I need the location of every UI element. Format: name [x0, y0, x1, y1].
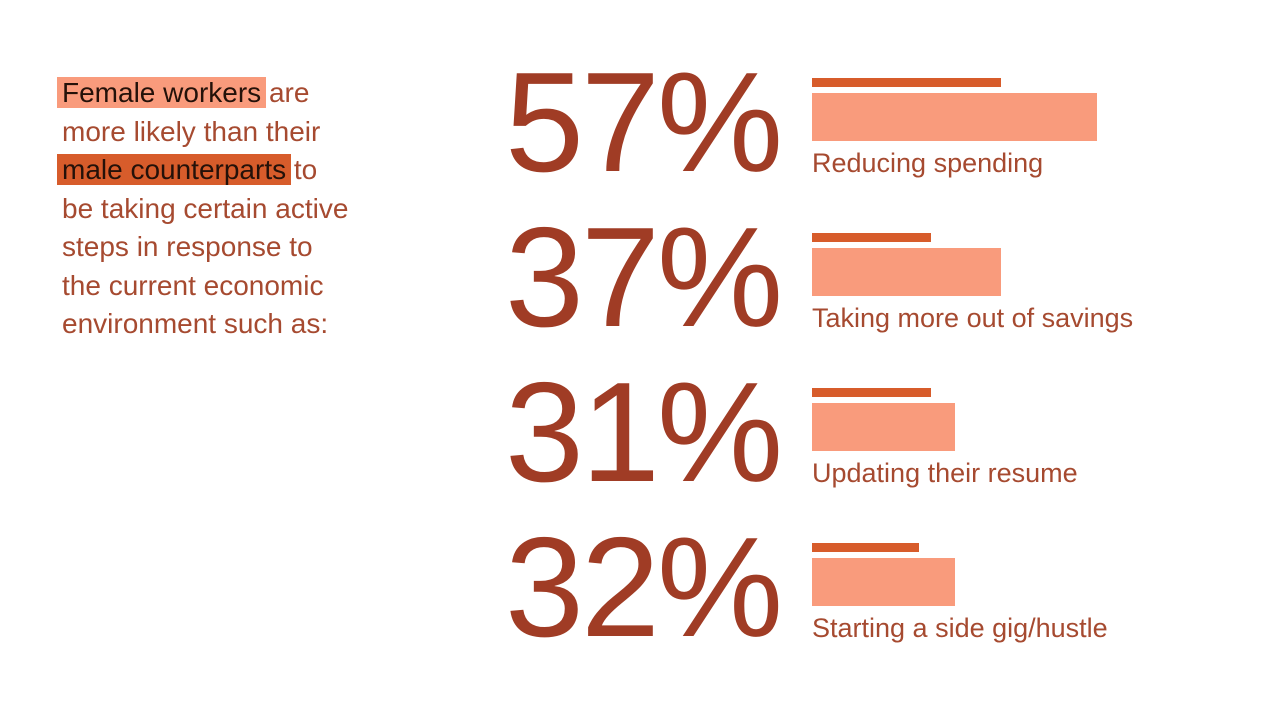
stat-label: Updating their resume: [812, 458, 1078, 488]
intro-text-segment: to: [286, 154, 318, 185]
intro-text-segment: be taking certain active: [62, 192, 349, 224]
female-workers-bar: [812, 248, 1001, 296]
stat-label: Reducing spending: [812, 148, 1044, 178]
female-workers-bar: [812, 558, 955, 606]
stat-rows: 57% Reducing spending 37% Taking more ou…: [505, 52, 1225, 700]
male-counterparts-bar: [812, 543, 919, 552]
stat-row: 57% Reducing spending: [505, 52, 1225, 215]
intro-paragraph: Female workers are more likely than their…: [57, 74, 442, 344]
male-counterparts-bar: [812, 233, 931, 242]
bar-group: Starting a side gig/hustle: [812, 543, 1108, 644]
stat-row: 32% Starting a side gig/hustle: [505, 517, 1225, 680]
female-workers-bar: [812, 93, 1097, 141]
intro-text-segment: more likely than their: [62, 115, 321, 147]
stat-label: Starting a side gig/hustle: [812, 613, 1108, 643]
intro-text-segment: are: [261, 77, 310, 108]
stat-percentage: 31%: [505, 353, 783, 512]
intro-text-segment: environment such as:: [62, 308, 329, 339]
stat-label: Taking more out of savings: [812, 303, 1134, 333]
stat-row: 37% Taking more out of savings: [505, 207, 1225, 370]
male-counterparts-bar: [812, 78, 1001, 87]
stat-percentage: 37%: [505, 198, 783, 357]
intro-text-segment: the current economic: [62, 269, 324, 301]
bar-group: Reducing spending: [812, 78, 1097, 179]
stat-percentage: 57%: [505, 43, 783, 202]
stat-row: 31% Updating their resume: [505, 362, 1225, 525]
intro-text-segment: steps in response to: [62, 231, 313, 262]
stat-percentage: 32%: [505, 508, 783, 667]
bar-group: Taking more out of savings: [812, 233, 1133, 334]
female-workers-bar: [812, 403, 955, 451]
bar-group: Updating their resume: [812, 388, 1078, 489]
highlight-male-counterparts: male counterparts: [57, 154, 292, 185]
male-counterparts-bar: [812, 388, 931, 397]
highlight-female-workers: Female workers: [57, 77, 267, 108]
